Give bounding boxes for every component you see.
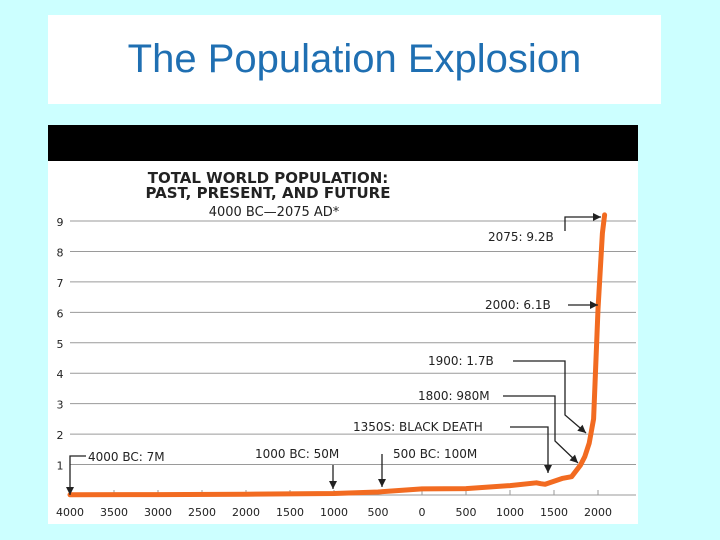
y-tick-label: 4 [57, 368, 64, 381]
population-chart: TOTAL WORLD POPULATION: PAST, PRESENT, A… [56, 169, 636, 519]
y-tick-label: 8 [57, 246, 64, 259]
annotation-arrowhead [66, 487, 74, 495]
annotation-arrow [503, 395, 579, 464]
x-tick-label: 500 [456, 506, 477, 519]
annotation-label: 2000: 6.1B [485, 298, 551, 312]
x-tick-label: 0 [419, 506, 426, 519]
chart-top-bar [48, 125, 638, 161]
x-tick-label: 1500 [276, 506, 304, 519]
annotation-arrowhead [593, 213, 601, 221]
y-tick-label: 7 [57, 277, 64, 290]
annotation-arrowhead [577, 424, 586, 433]
x-tick-label: 3500 [100, 506, 128, 519]
y-tick-label: 2 [57, 429, 64, 442]
y-tick-label: 9 [57, 216, 64, 229]
y-tick-label: 5 [57, 338, 64, 351]
x-tick-label: 4000 [56, 506, 84, 519]
annotation-arrowhead [569, 454, 578, 463]
slide-title: The Population Explosion [127, 37, 582, 81]
x-tick-label: 1000 [320, 506, 348, 519]
chart-frame: TOTAL WORLD POPULATION: PAST, PRESENT, A… [48, 125, 638, 524]
x-tick-label: 2000 [232, 506, 260, 519]
x-tick-label: 2500 [188, 506, 216, 519]
annotation-label: 1350S: BLACK DEATH [353, 420, 483, 434]
chart-subtitle: 4000 BC—2075 AD* [209, 205, 340, 220]
annotation-label: 1900: 1.7B [428, 354, 494, 368]
annotation-label: 500 BC: 100M [393, 447, 477, 461]
annotation-label: 4000 BC: 7M [88, 450, 165, 464]
y-tick-label: 3 [57, 399, 64, 412]
annotation-arrow [564, 216, 601, 231]
x-tick-label: 1500 [540, 506, 568, 519]
x-tick-label: 2000 [584, 506, 612, 519]
annotation-arrow [510, 426, 549, 473]
title-box: The Population Explosion [48, 15, 661, 104]
annotation-arrow [513, 360, 587, 434]
x-tick-label: 500 [368, 506, 389, 519]
x-tick-label: 1000 [496, 506, 524, 519]
annotation-label: 1000 BC: 50M [255, 447, 339, 461]
x-tick-label: 3000 [144, 506, 172, 519]
annotation-label: 1800: 980M [418, 389, 490, 403]
chart-title-line1: TOTAL WORLD POPULATION: [148, 169, 389, 187]
annotation-arrowhead [590, 301, 598, 309]
population-line [67, 212, 608, 498]
annotation-arrowhead [329, 481, 337, 489]
chart-title-line2: PAST, PRESENT, AND FUTURE [146, 184, 391, 202]
annotation-arrowhead [378, 479, 386, 487]
y-tick-label: 1 [57, 460, 64, 473]
y-tick-label: 6 [57, 307, 64, 320]
annotation-arrowhead [544, 465, 552, 473]
annotation-label: 2075: 9.2B [488, 230, 554, 244]
annotation-arrow [69, 455, 86, 495]
